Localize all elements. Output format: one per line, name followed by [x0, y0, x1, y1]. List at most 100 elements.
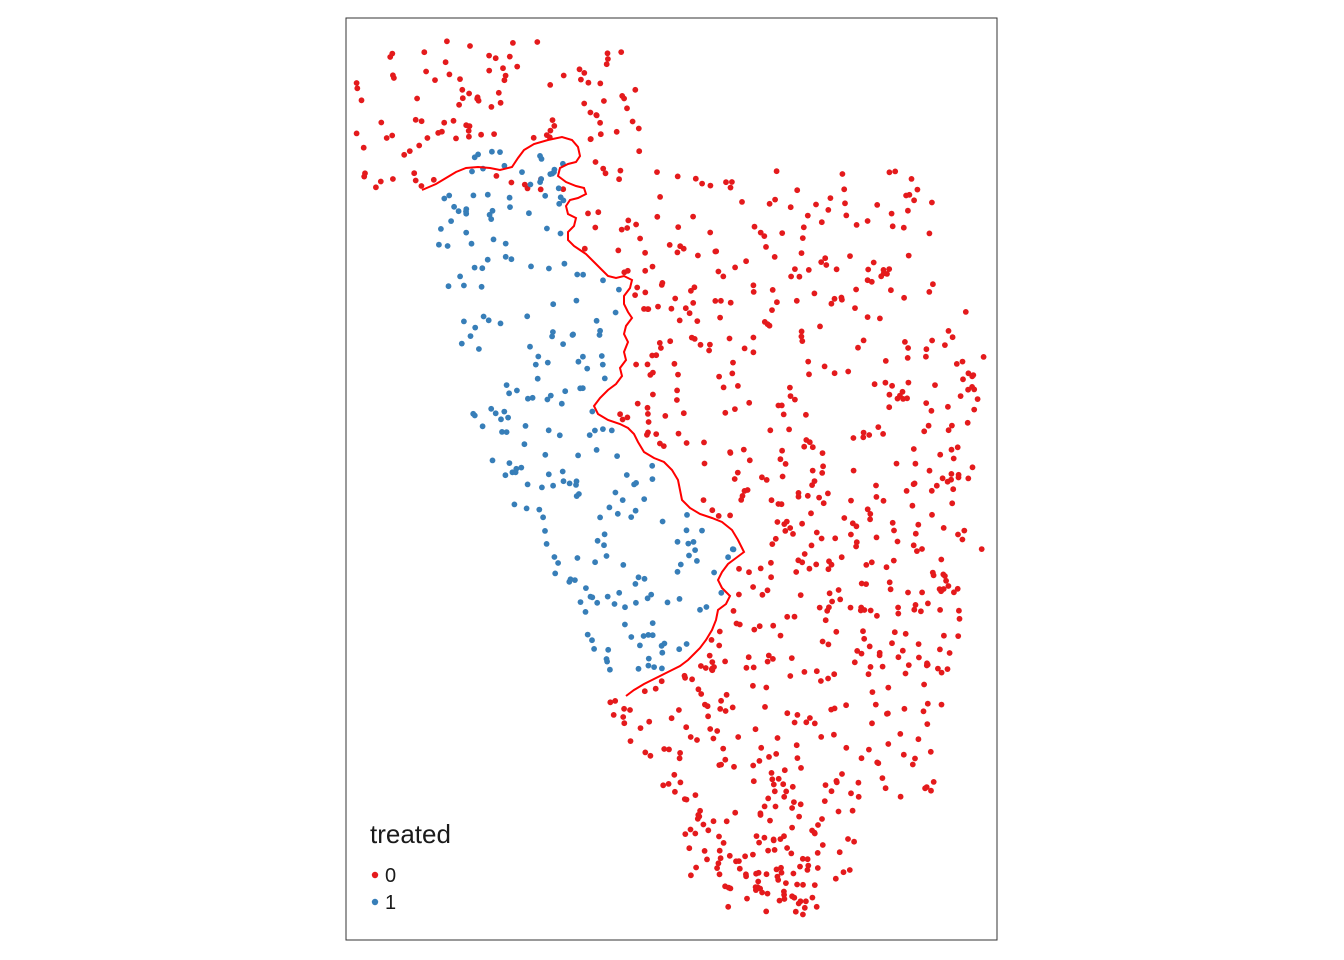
- treated-point: [591, 646, 597, 652]
- control-point: [848, 531, 854, 538]
- treated-point: [535, 353, 542, 360]
- control-point: [889, 640, 895, 647]
- treated-point: [580, 353, 586, 360]
- control-point: [843, 702, 849, 709]
- control-point: [450, 117, 457, 124]
- treated-point: [697, 606, 703, 613]
- control-point: [915, 521, 922, 528]
- control-point: [750, 682, 756, 689]
- control-point: [791, 799, 797, 805]
- control-point: [610, 712, 617, 718]
- control-point: [771, 788, 778, 795]
- control-point: [649, 352, 656, 359]
- treated-point: [582, 609, 589, 615]
- control-point: [869, 689, 876, 695]
- control-point: [839, 171, 846, 177]
- treated-point: [448, 218, 454, 225]
- control-point: [636, 148, 643, 155]
- control-point: [855, 793, 862, 800]
- treated-point: [597, 327, 603, 334]
- treated-point: [628, 634, 635, 640]
- control-point: [818, 734, 825, 740]
- legend-swatch-1: [371, 898, 379, 906]
- control-point: [687, 826, 694, 833]
- treated-point: [616, 589, 623, 596]
- treated-point: [475, 151, 481, 158]
- treated-point: [620, 562, 627, 568]
- control-point: [718, 297, 724, 304]
- control-point: [687, 734, 694, 740]
- control-point: [701, 439, 707, 446]
- control-point: [971, 386, 978, 393]
- control-point: [592, 224, 599, 231]
- treated-point: [476, 346, 482, 352]
- control-point: [864, 506, 871, 513]
- treated-point: [560, 197, 567, 204]
- treated-points-layer: [436, 148, 737, 673]
- control-point: [672, 295, 679, 302]
- control-point: [874, 202, 881, 208]
- control-point: [919, 546, 925, 552]
- control-point: [466, 123, 473, 129]
- treated-point: [577, 385, 584, 392]
- control-point: [660, 782, 667, 789]
- treated-point: [573, 493, 580, 499]
- control-point: [597, 131, 604, 138]
- treated-point: [690, 539, 697, 545]
- control-point: [866, 746, 872, 753]
- treated-point: [594, 599, 601, 606]
- treated-point: [486, 211, 493, 218]
- control-point: [803, 898, 809, 905]
- treated-point: [514, 387, 520, 394]
- control-point: [621, 269, 628, 276]
- control-point: [694, 318, 701, 324]
- control-point: [771, 847, 778, 853]
- treated-point: [587, 593, 594, 600]
- control-point: [880, 270, 887, 277]
- control-point: [761, 233, 768, 240]
- control-point: [709, 659, 716, 665]
- control-point: [453, 135, 459, 142]
- control-point: [353, 80, 360, 86]
- treated-point: [532, 361, 539, 368]
- control-point: [645, 429, 651, 436]
- control-point: [801, 904, 808, 911]
- treated-point: [518, 464, 525, 471]
- control-point: [435, 130, 442, 136]
- control-point: [764, 321, 771, 328]
- control-point: [852, 305, 858, 311]
- control-point: [964, 419, 971, 426]
- control-point: [618, 226, 625, 233]
- control-point: [865, 671, 872, 678]
- control-point: [909, 502, 916, 509]
- treated-point: [555, 560, 561, 566]
- treated-point: [484, 191, 491, 198]
- treated-point: [511, 501, 518, 508]
- treated-point: [641, 496, 648, 502]
- control-point: [879, 775, 886, 781]
- treated-point: [542, 528, 548, 534]
- control-point: [534, 39, 541, 45]
- treated-point: [584, 631, 591, 638]
- control-point: [624, 414, 631, 421]
- control-point: [909, 761, 916, 768]
- control-point: [808, 542, 815, 549]
- control-point: [615, 247, 622, 254]
- control-point: [929, 569, 936, 576]
- control-point: [792, 266, 798, 272]
- treated-point: [683, 527, 690, 534]
- control-point: [783, 788, 790, 795]
- control-point: [714, 865, 720, 871]
- control-point: [671, 771, 678, 778]
- treated-point: [648, 591, 655, 598]
- treated-point: [573, 297, 580, 304]
- control-point: [874, 759, 881, 766]
- control-point: [707, 341, 713, 348]
- control-point: [486, 67, 493, 74]
- control-point: [744, 895, 750, 902]
- control-point: [632, 86, 639, 93]
- treated-point: [605, 646, 612, 653]
- treated-point: [445, 283, 452, 290]
- control-point: [751, 626, 758, 633]
- control-point: [354, 85, 361, 92]
